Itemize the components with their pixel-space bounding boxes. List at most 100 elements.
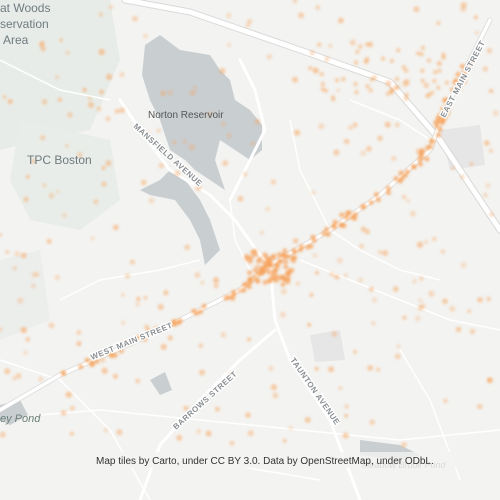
heat-dot <box>403 96 409 102</box>
heat-dot <box>312 252 318 258</box>
heat-dot <box>125 273 130 279</box>
heat-dot <box>247 430 254 437</box>
heat-dot <box>436 60 442 67</box>
heat-dot <box>405 198 411 204</box>
heat-dot <box>338 17 344 24</box>
heat-dot <box>355 49 360 55</box>
heat-dot <box>46 238 52 244</box>
heat-dot <box>119 107 126 114</box>
heat-dot <box>167 90 174 96</box>
heat-dot <box>488 148 494 153</box>
heat-dot <box>256 258 262 264</box>
heat-dot <box>227 42 232 48</box>
heat-dot <box>48 322 55 329</box>
heat-dot <box>417 304 424 311</box>
heat-dot <box>386 190 391 196</box>
heat-dot <box>262 264 268 269</box>
heat-dot <box>213 283 219 289</box>
heat-dot <box>231 289 237 295</box>
heat-dot <box>353 60 359 65</box>
heat-dot <box>132 15 138 22</box>
heat-dot <box>23 350 28 355</box>
heat-dot <box>285 279 291 285</box>
heat-dot <box>349 39 356 46</box>
heat-dot <box>455 71 461 77</box>
heat-dot <box>89 362 95 368</box>
heat-dot <box>396 344 401 349</box>
heat-dot <box>254 264 260 270</box>
heat-dot <box>344 215 350 221</box>
heat-dot <box>331 224 337 229</box>
heat-dot <box>305 244 311 250</box>
heat-dot <box>365 83 370 89</box>
heat-dot <box>436 20 441 26</box>
heat-dot <box>270 179 277 185</box>
heat-dot <box>276 265 281 270</box>
heat-dot <box>262 260 267 266</box>
heat-dot <box>347 125 354 131</box>
heat-dot <box>450 87 456 93</box>
heat-dot <box>2 95 7 100</box>
heat-dot <box>486 377 492 383</box>
heat-dot <box>148 197 155 204</box>
heat-dot <box>360 150 367 157</box>
heat-dot <box>328 366 335 373</box>
heat-dot <box>402 194 407 200</box>
heat-dot <box>456 85 462 91</box>
heat-dot <box>54 274 61 281</box>
heat-dot <box>101 367 108 374</box>
heat-dot <box>237 195 244 202</box>
heat-dot <box>359 243 364 249</box>
heat-dot <box>334 274 340 280</box>
heat-dot <box>360 226 367 232</box>
heat-dot <box>20 326 27 334</box>
heat-dot <box>342 432 349 439</box>
heat-dot <box>310 190 316 195</box>
heat-dot <box>309 50 315 56</box>
heat-dot <box>485 183 491 189</box>
heat-dot <box>129 259 135 265</box>
heat-dot <box>15 372 22 380</box>
heat-dot <box>31 158 37 164</box>
heat-dot <box>330 95 336 100</box>
heat-dot <box>343 273 348 278</box>
heat-dot <box>344 210 350 216</box>
heat-dot <box>176 435 183 441</box>
heat-dot <box>269 274 275 280</box>
heat-dot <box>87 96 92 101</box>
heat-dot <box>14 251 20 257</box>
heat-dot <box>135 335 141 341</box>
heat-dot <box>0 431 6 438</box>
heat-dot <box>442 98 448 103</box>
heat-dot <box>163 289 169 296</box>
heat-dot <box>143 295 148 300</box>
heat-dot <box>489 212 494 217</box>
heat-dot <box>314 366 319 371</box>
heat-dot <box>54 74 60 80</box>
heat-dot <box>492 109 499 117</box>
heat-dot <box>411 164 416 170</box>
heat-dot <box>440 249 446 254</box>
heat-dot <box>207 111 213 117</box>
heat-dot <box>368 286 374 292</box>
heat-dot <box>226 133 232 139</box>
heat-dot <box>486 47 493 54</box>
heat-dot <box>144 324 150 330</box>
heat-dot <box>98 12 104 17</box>
heat-dot <box>188 144 195 151</box>
heat-dot <box>394 353 401 360</box>
heat-dot <box>99 356 106 363</box>
heat-dot <box>61 370 66 376</box>
heat-dot <box>344 413 349 418</box>
heat-dot <box>114 108 120 114</box>
heat-dot <box>461 70 467 76</box>
heat-dot <box>423 82 430 89</box>
heat-dot <box>373 192 379 197</box>
heat-dot <box>219 67 226 75</box>
heat-dot <box>291 76 299 83</box>
heat-dot <box>23 196 29 202</box>
heat-dot <box>375 197 381 203</box>
heat-dot <box>426 58 432 63</box>
heat-dot <box>432 69 438 75</box>
heat-dot <box>264 255 270 260</box>
